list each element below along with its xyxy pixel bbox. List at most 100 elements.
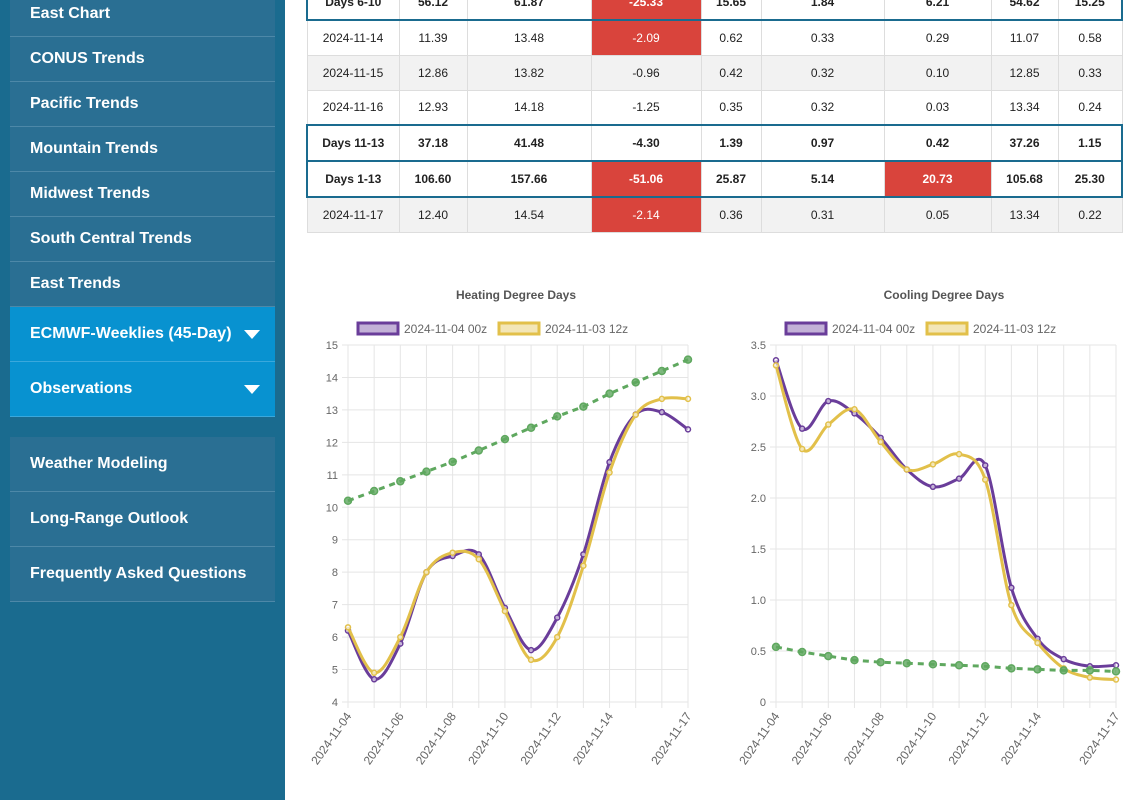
data-point[interactable] [422, 467, 431, 476]
data-point[interactable] [1086, 674, 1094, 681]
sidebar-item-frequently-asked-questions[interactable]: Frequently Asked Questions [10, 547, 275, 602]
data-point[interactable] [980, 662, 990, 671]
data-point[interactable] [369, 486, 379, 496]
data-point[interactable] [500, 434, 510, 444]
data-point[interactable] [449, 549, 456, 556]
data-point[interactable] [527, 646, 535, 654]
data-point[interactable] [955, 475, 963, 482]
data-point[interactable] [1085, 666, 1095, 675]
data-point[interactable] [475, 555, 483, 563]
legend-swatch[interactable] [497, 321, 541, 336]
data-point[interactable] [501, 607, 509, 615]
data-point[interactable] [580, 562, 587, 569]
data-point[interactable] [772, 357, 780, 364]
legend-swatch[interactable] [784, 321, 828, 336]
data-point[interactable] [397, 633, 404, 641]
data-point[interactable] [657, 366, 667, 376]
sidebar-item-south-central-trends[interactable]: South Central Trends [10, 217, 275, 262]
data-point[interactable] [1060, 655, 1067, 663]
data-point[interactable] [1008, 601, 1015, 609]
data-point[interactable] [1112, 676, 1120, 683]
data-point[interactable] [824, 651, 833, 661]
data-point[interactable] [605, 389, 614, 398]
chevron-down-icon[interactable] [244, 385, 260, 394]
chevron-down-icon[interactable] [244, 330, 260, 339]
data-point[interactable] [798, 445, 806, 453]
sidebar-item-ecmwf-weeklies-45-day[interactable]: ECMWF-Weeklies (45-Day) [10, 307, 275, 362]
sidebar-item-long-range-outlook[interactable]: Long-Range Outlook [10, 492, 275, 547]
data-point[interactable] [1111, 667, 1121, 676]
data-point[interactable] [606, 469, 613, 476]
legend-swatch[interactable] [925, 321, 969, 336]
data-point[interactable] [553, 633, 561, 641]
data-point[interactable] [928, 660, 938, 669]
data-point[interactable] [552, 412, 562, 421]
data-point[interactable] [903, 466, 911, 473]
data-point[interactable] [370, 676, 378, 683]
data-point[interactable] [981, 476, 989, 483]
data-point[interactable] [631, 378, 640, 387]
data-point[interactable] [658, 408, 666, 416]
data-point[interactable] [684, 426, 692, 433]
data-point[interactable] [876, 657, 885, 667]
data-point[interactable] [553, 614, 561, 621]
data-point[interactable] [684, 395, 692, 403]
data-point[interactable] [683, 355, 693, 364]
data-point[interactable] [851, 406, 858, 413]
sidebar-item-east-trends[interactable]: East Trends [10, 262, 275, 307]
y-tick-label: 7 [332, 600, 338, 612]
data-point[interactable] [423, 568, 430, 576]
sidebar-item-pacific-trends[interactable]: Pacific Trends [10, 82, 275, 127]
data-point[interactable] [370, 669, 378, 677]
data-point[interactable] [772, 362, 780, 369]
data-point[interactable] [579, 402, 588, 411]
y-tick-label: 11 [327, 470, 338, 482]
table-cell: Days 11-13 [306, 124, 400, 162]
data-point[interactable] [954, 661, 964, 670]
data-point[interactable] [825, 421, 832, 428]
y-tick-label: 9 [332, 535, 338, 547]
data-point[interactable] [474, 446, 484, 455]
data-point[interactable] [797, 647, 807, 657]
data-point[interactable] [981, 462, 989, 469]
data-point[interactable] [1007, 664, 1016, 673]
sidebar-item-midwest-trends[interactable]: Midwest Trends [10, 172, 275, 217]
data-point[interactable] [771, 642, 781, 652]
legend-label[interactable]: 2024-11-04 00z [832, 322, 915, 336]
data-point[interactable] [526, 423, 536, 433]
y-tick-label: 12 [326, 437, 338, 449]
legend-label[interactable]: 2024-11-03 12z [973, 322, 1056, 336]
sidebar-item-label: Observations [30, 380, 133, 397]
sidebar-item-label: Weather Modeling [30, 455, 168, 472]
data-point[interactable] [343, 496, 353, 506]
data-point[interactable] [850, 655, 859, 665]
sidebar-item-observations[interactable]: Observations [10, 362, 275, 417]
y-tick-label: 3.5 [751, 340, 766, 352]
sidebar-item-conus-trends[interactable]: CONUS Trends [10, 37, 275, 82]
data-point[interactable] [632, 411, 639, 419]
sidebar-item-weather-modeling[interactable]: Weather Modeling [10, 437, 275, 492]
data-point[interactable] [1033, 665, 1042, 674]
sidebar: East Chart CONUS Trends Pacific Trends Moun… [0, 0, 285, 800]
data-point[interactable] [527, 656, 535, 664]
data-point[interactable] [1034, 639, 1041, 647]
data-point[interactable] [396, 477, 405, 486]
data-point[interactable] [658, 395, 666, 403]
data-point[interactable] [1008, 584, 1015, 592]
sidebar-item-east-chart[interactable]: East Chart [10, 0, 275, 37]
data-point[interactable] [798, 425, 806, 432]
data-point[interactable] [825, 397, 832, 405]
data-point[interactable] [929, 461, 937, 468]
sidebar-item-mountain-trends[interactable]: Mountain Trends [10, 127, 275, 172]
data-point[interactable] [1059, 666, 1068, 675]
data-point[interactable] [1112, 662, 1120, 669]
data-point[interactable] [877, 438, 884, 446]
data-point[interactable] [955, 450, 963, 458]
legend-swatch[interactable] [356, 321, 400, 336]
data-point[interactable] [344, 624, 352, 631]
data-point[interactable] [929, 483, 937, 491]
legend-label[interactable]: 2024-11-04 00z [404, 322, 487, 336]
data-point[interactable] [902, 658, 912, 668]
legend-label[interactable]: 2024-11-03 12z [545, 322, 628, 336]
data-point[interactable] [448, 457, 457, 467]
